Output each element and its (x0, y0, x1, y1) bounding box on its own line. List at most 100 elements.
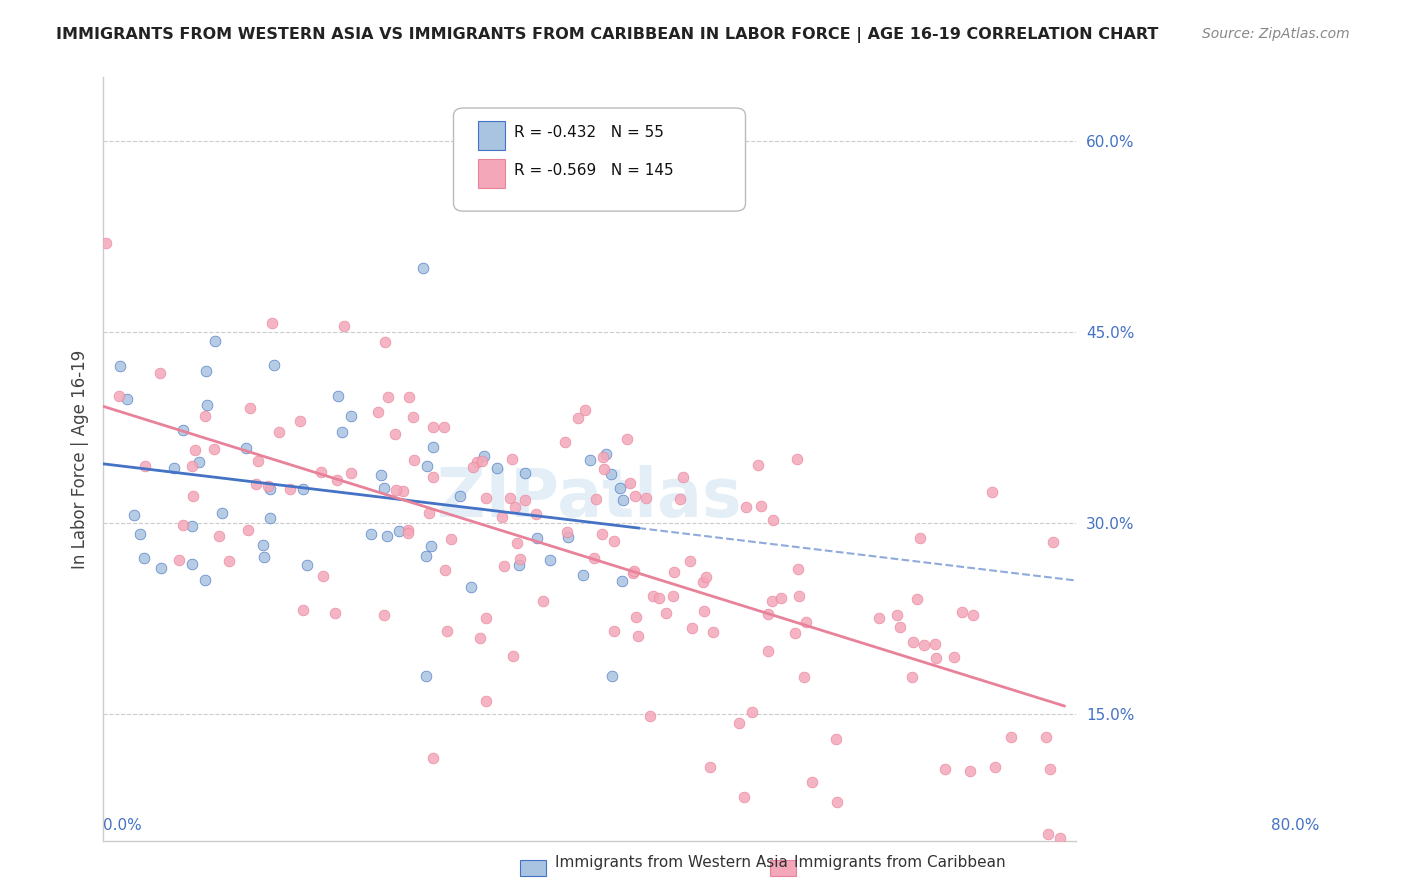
Point (616, 432, 638, 446)
Point (370, 467, 392, 482)
Text: Immigrants from Caribbean: Immigrants from Caribbean (794, 855, 1007, 870)
Point (259, 510, 281, 524)
Point (609, 481, 631, 495)
Point (981, 484, 1004, 499)
Point (886, 607, 908, 622)
Point (180, 459, 202, 474)
Text: 80.0%: 80.0% (1271, 818, 1320, 833)
Point (499, 491, 522, 506)
Point (181, 489, 204, 503)
Point (962, 607, 984, 622)
Point (787, 561, 810, 575)
Point (326, 389, 349, 403)
Point (801, 774, 824, 789)
Point (612, 574, 634, 589)
Point (238, 524, 260, 538)
Point (180, 557, 202, 571)
Point (465, 455, 488, 469)
Text: ZIPatlas: ZIPatlas (437, 465, 742, 531)
Point (208, 529, 231, 543)
Point (149, 561, 172, 575)
Point (672, 470, 695, 484)
Point (983, 760, 1005, 774)
Point (648, 591, 671, 605)
Point (449, 489, 471, 503)
Point (679, 553, 702, 567)
Point (509, 552, 531, 566)
Point (360, 526, 382, 541)
Point (735, 500, 758, 514)
Point (889, 620, 911, 634)
Point (472, 449, 495, 463)
Point (621, 566, 644, 580)
Point (416, 459, 439, 474)
Point (1038, 847, 1060, 861)
Point (623, 565, 645, 579)
Point (107, 389, 129, 403)
Point (402, 452, 425, 467)
Point (117, 392, 139, 407)
Text: R = -0.432   N = 55: R = -0.432 N = 55 (513, 125, 664, 140)
Point (554, 435, 576, 450)
Point (422, 470, 444, 484)
Y-axis label: In Labor Force | Age 16-19: In Labor Force | Age 16-19 (72, 350, 89, 569)
Bar (478, 121, 505, 150)
Point (943, 649, 966, 664)
Point (239, 401, 262, 416)
Point (595, 447, 617, 461)
Point (503, 500, 526, 514)
Point (761, 594, 783, 608)
Point (202, 442, 225, 456)
Point (392, 484, 415, 499)
Point (218, 554, 240, 568)
Point (291, 603, 314, 617)
Point (468, 631, 491, 645)
Point (204, 334, 226, 348)
Point (733, 789, 755, 804)
Point (571, 567, 593, 582)
Point (169, 553, 191, 567)
Point (412, 261, 434, 276)
Point (256, 478, 278, 492)
Point (260, 316, 283, 330)
Point (94, 235, 117, 250)
Text: Source: ZipAtlas.com: Source: ZipAtlas.com (1202, 27, 1350, 41)
Point (531, 594, 554, 608)
Point (311, 568, 333, 582)
Point (211, 506, 233, 520)
Point (526, 532, 548, 546)
Point (619, 475, 641, 490)
Point (292, 482, 315, 496)
Point (377, 390, 399, 404)
Text: Immigrants from Western Asia: Immigrants from Western Asia (555, 855, 789, 870)
Point (422, 441, 444, 455)
Point (789, 589, 811, 603)
Point (235, 441, 257, 455)
Point (374, 335, 396, 350)
Point (246, 454, 269, 468)
Point (422, 751, 444, 765)
Point (415, 549, 437, 563)
Point (624, 489, 647, 503)
Point (925, 651, 948, 665)
Point (297, 558, 319, 572)
Point (756, 607, 779, 621)
Point (634, 491, 657, 506)
Point (475, 611, 498, 625)
Point (924, 637, 946, 651)
Point (194, 409, 217, 424)
Point (662, 589, 685, 603)
Point (524, 508, 547, 522)
Point (385, 483, 408, 497)
Point (825, 732, 848, 747)
Point (761, 513, 783, 527)
Point (702, 625, 724, 640)
Point (567, 410, 589, 425)
Point (786, 451, 808, 466)
Point (591, 527, 613, 541)
Point (367, 405, 389, 419)
Point (461, 460, 484, 475)
Point (259, 482, 281, 496)
Point (506, 536, 529, 550)
Point (422, 420, 444, 434)
